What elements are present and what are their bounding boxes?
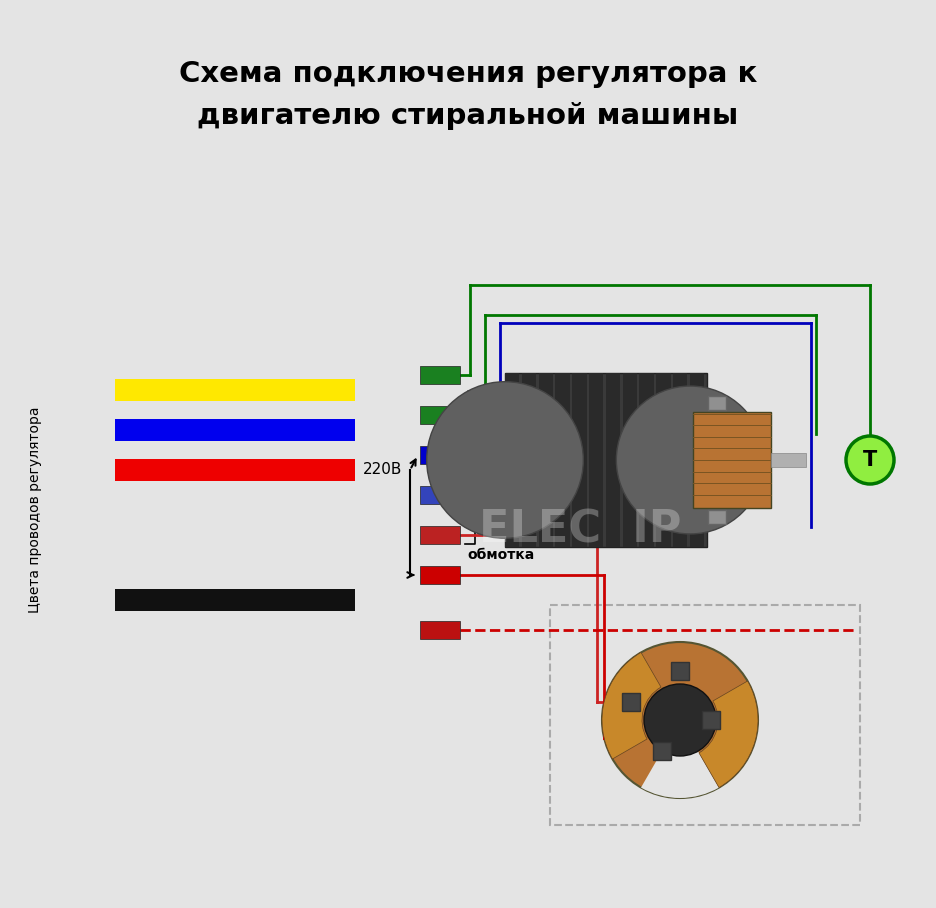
Bar bbox=[606, 373, 621, 547]
Bar bbox=[702, 711, 720, 729]
Bar bbox=[671, 662, 689, 680]
Wedge shape bbox=[699, 681, 758, 787]
Text: таходатчик: таходатчик bbox=[467, 386, 552, 400]
Bar bbox=[505, 373, 519, 547]
Text: перемычка: перемычка bbox=[482, 508, 556, 521]
Text: щетки: щетки bbox=[467, 468, 519, 482]
Text: Цвета проводов регулятора: Цвета проводов регулятора bbox=[28, 407, 42, 613]
Bar bbox=[420, 526, 460, 544]
Bar bbox=[420, 621, 460, 639]
Bar bbox=[589, 373, 604, 547]
Circle shape bbox=[602, 642, 758, 798]
Bar bbox=[115, 419, 355, 441]
Circle shape bbox=[644, 684, 716, 756]
Bar bbox=[708, 510, 725, 524]
Circle shape bbox=[616, 386, 765, 534]
Circle shape bbox=[427, 381, 583, 538]
Bar bbox=[115, 379, 355, 401]
Bar bbox=[555, 373, 570, 547]
Bar bbox=[622, 373, 636, 547]
Bar bbox=[572, 373, 587, 547]
Wedge shape bbox=[602, 653, 661, 759]
Bar bbox=[656, 373, 670, 547]
Bar bbox=[673, 373, 687, 547]
Bar bbox=[538, 373, 553, 547]
Circle shape bbox=[846, 436, 894, 484]
Bar bbox=[420, 406, 460, 424]
Circle shape bbox=[487, 442, 523, 478]
Bar bbox=[639, 373, 653, 547]
Bar bbox=[550, 605, 860, 825]
Text: 220В: 220В bbox=[363, 462, 402, 478]
Bar bbox=[420, 486, 460, 504]
Text: T: T bbox=[863, 450, 877, 470]
Bar bbox=[115, 589, 355, 611]
Wedge shape bbox=[641, 720, 719, 798]
Bar bbox=[521, 373, 536, 547]
Bar bbox=[115, 459, 355, 481]
Text: Схема подключения регулятора к
двигателю стиральной машины: Схема подключения регулятора к двигателю… bbox=[179, 61, 757, 130]
Bar bbox=[505, 373, 707, 547]
Bar bbox=[653, 742, 671, 760]
Text: ELEC  IP: ELEC IP bbox=[478, 508, 681, 551]
Bar bbox=[420, 446, 460, 464]
Bar bbox=[690, 373, 704, 547]
Bar bbox=[708, 396, 725, 410]
Bar bbox=[420, 566, 460, 584]
Bar bbox=[694, 412, 771, 508]
Bar bbox=[455, 455, 515, 465]
Bar bbox=[771, 453, 806, 467]
Bar bbox=[622, 693, 640, 711]
Text: обмотка: обмотка bbox=[467, 548, 534, 562]
Bar bbox=[420, 366, 460, 384]
